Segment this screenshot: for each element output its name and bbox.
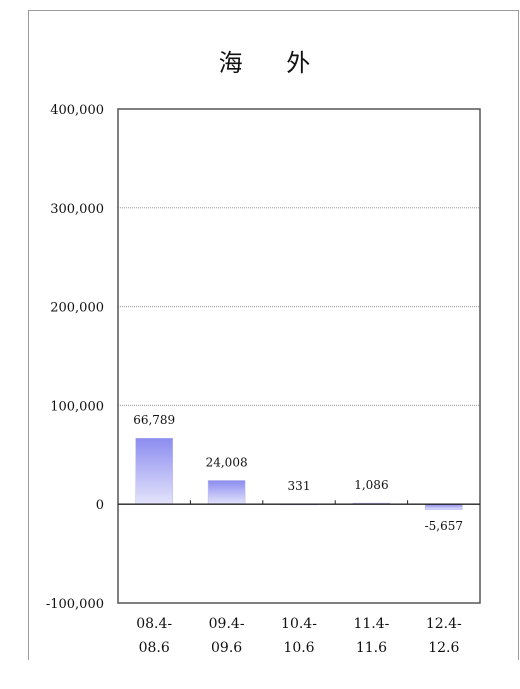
y-tick-label: 200,000 (50, 301, 104, 316)
x-tick-label: 11.4- (353, 616, 389, 632)
bars (135, 437, 463, 511)
bar (425, 503, 463, 511)
x-tick-label: 11.6 (356, 640, 387, 656)
data-label: -5,657 (425, 519, 463, 533)
data-label: 1,086 (354, 478, 388, 492)
y-tick-label: 0 (96, 498, 104, 513)
x-tick-label: 09.6 (211, 640, 242, 656)
chart-frame: 海 外 (28, 10, 519, 660)
y-tick-label: -100,000 (46, 597, 104, 612)
data-label: 24,008 (206, 455, 248, 469)
axes: 400,000 300,000 200,000 100,000 0 -100,000 08.… (46, 103, 481, 656)
gridlines (118, 207, 480, 406)
x-tick-label: 12.4- (426, 616, 462, 632)
data-label: 66,789 (133, 413, 175, 427)
data-label: 331 (288, 479, 311, 493)
x-tick-label: 08.6 (139, 640, 170, 656)
bar (135, 437, 173, 505)
bar (207, 480, 246, 505)
x-tick-label: 12.6 (428, 640, 459, 656)
y-tick-label: 400,000 (50, 103, 104, 118)
chart-title: 海 外 (218, 49, 329, 77)
x-tick-label: 10.6 (283, 640, 314, 656)
y-tick-label: 100,000 (50, 399, 104, 414)
plot-area-border (117, 108, 481, 604)
x-tick-label: 10.4- (281, 616, 317, 632)
y-tick-label: 300,000 (50, 202, 104, 217)
x-tick-label: 09.4- (209, 616, 245, 632)
x-tick-label: 08.4- (136, 616, 172, 632)
data-labels: 66,789 24,008 331 1,086 -5,657 (133, 413, 463, 533)
